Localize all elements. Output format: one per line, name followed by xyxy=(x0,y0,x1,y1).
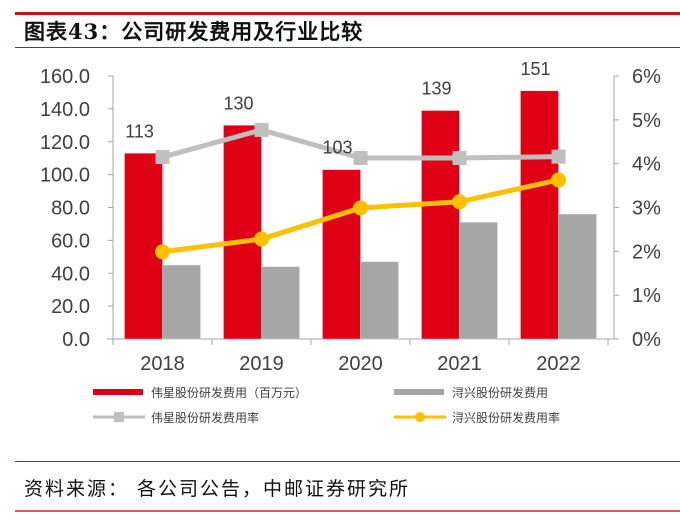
right-axis-tick-label: 4% xyxy=(632,154,661,176)
left-axis-tick-label: 80.0 xyxy=(51,198,90,220)
legend-weixing-rd-rate-marker xyxy=(114,412,124,422)
legend-xunxing-rd-rate-marker xyxy=(415,412,425,422)
legend-weixing-rd-expense-label: 伟星股份研发费用（百万元） xyxy=(151,385,307,400)
right-axis-tick-label: 0% xyxy=(632,329,661,351)
bar-data-label: 130 xyxy=(223,93,253,113)
weixing-rd-rate-marker xyxy=(551,149,566,164)
x-axis-tick-label: 2018 xyxy=(140,353,185,375)
chart: 0.0 20.0 40.0 60.0 80.0 100.0 120.0 140.0 160.0 0… xyxy=(40,59,661,425)
legend-xunxing-rd-rate: 浔兴股份研发费用率 xyxy=(394,410,560,425)
bar-data-label: 103 xyxy=(322,138,352,158)
bar-weixing-rd-expense xyxy=(322,169,361,340)
legend-xunxing-rd-expense-swatch xyxy=(394,389,444,395)
chart-axes: 0.0 20.0 40.0 60.0 80.0 100.0 120.0 140.0 160.0 0… xyxy=(40,66,661,375)
left-axis-tick-label: 20.0 xyxy=(51,296,90,318)
xunxing-rd-rate-marker xyxy=(254,231,269,247)
weixing-rd-rate-marker xyxy=(254,122,269,137)
bar-xunxing-rd-expense xyxy=(558,213,597,340)
title-bottom-rule xyxy=(15,47,680,48)
bar-data-label: 113 xyxy=(125,121,154,141)
bar-weixing-rd-expense xyxy=(223,125,262,340)
bar-weixing-rd-expense xyxy=(124,153,163,340)
right-axis-tick-label: 2% xyxy=(632,241,661,263)
left-axis-tick-label: 100.0 xyxy=(40,165,90,187)
weixing-rd-rate-marker xyxy=(353,150,368,165)
x-axis-tick-label: 2021 xyxy=(437,353,482,375)
left-axis-tick-label: 160.0 xyxy=(40,66,90,88)
right-axis-tick-label: 5% xyxy=(632,110,661,132)
bar-xunxing-rd-expense xyxy=(261,266,300,340)
xunxing-rd-rate-marker xyxy=(551,172,566,188)
left-axis-tick-label: 120.0 xyxy=(40,132,90,154)
right-axis-tick-label: 3% xyxy=(632,198,661,220)
x-axis-tick-label: 2019 xyxy=(239,353,284,375)
source-top-rule xyxy=(15,461,680,462)
left-axis-tick-label: 0.0 xyxy=(62,329,90,351)
legend-weixing-rd-rate-label: 伟星股份研发费用率 xyxy=(151,410,259,425)
legend-xunxing-rd-rate-label: 浔兴股份研发费用率 xyxy=(452,410,560,425)
left-axis-tick-label: 140.0 xyxy=(40,99,90,121)
bar-xunxing-rd-expense xyxy=(459,222,498,340)
figure-title: 图表43：公司研发费用及行业比较 xyxy=(24,19,364,44)
bar-data-label: 139 xyxy=(421,79,451,99)
title-top-rule xyxy=(15,12,680,15)
xunxing-rd-rate-marker xyxy=(353,200,368,216)
right-axis-tick-label: 6% xyxy=(632,66,661,88)
legend-weixing-rd-rate: 伟星股份研发费用率 xyxy=(93,410,259,425)
chart-data-labels: 113 130 103 139 151 xyxy=(125,59,550,158)
bar-xunxing-rd-expense xyxy=(360,261,399,340)
xunxing-rd-rate-marker xyxy=(452,194,467,210)
chart-lines xyxy=(155,122,566,260)
bar-weixing-rd-expense xyxy=(520,90,559,340)
source-bottom-rule xyxy=(15,510,680,512)
bar-xunxing-rd-expense xyxy=(162,264,201,340)
bar-weixing-rd-expense xyxy=(421,110,460,340)
weixing-rd-rate-marker xyxy=(155,150,170,165)
legend-xunxing-rd-expense: 浔兴股份研发费用 xyxy=(394,385,548,400)
x-axis-tick-label: 2020 xyxy=(338,353,383,375)
source-note: 资料来源： 各公司公告，中邮证券研究所 xyxy=(24,478,411,500)
legend-weixing-rd-expense-swatch xyxy=(93,389,143,395)
legend-xunxing-rd-expense-label: 浔兴股份研发费用 xyxy=(452,385,548,400)
bar-data-label: 151 xyxy=(520,59,550,79)
right-axis-tick-label: 1% xyxy=(632,285,661,307)
left-axis-tick-label: 40.0 xyxy=(51,263,90,285)
weixing-rd-rate-marker xyxy=(452,150,467,165)
legend-weixing-rd-expense: 伟星股份研发费用（百万元） xyxy=(93,385,307,400)
chart-bars xyxy=(124,90,597,340)
x-axis-tick-label: 2022 xyxy=(536,353,581,375)
left-axis-tick-label: 60.0 xyxy=(51,230,90,252)
xunxing-rd-rate-marker xyxy=(155,244,170,260)
